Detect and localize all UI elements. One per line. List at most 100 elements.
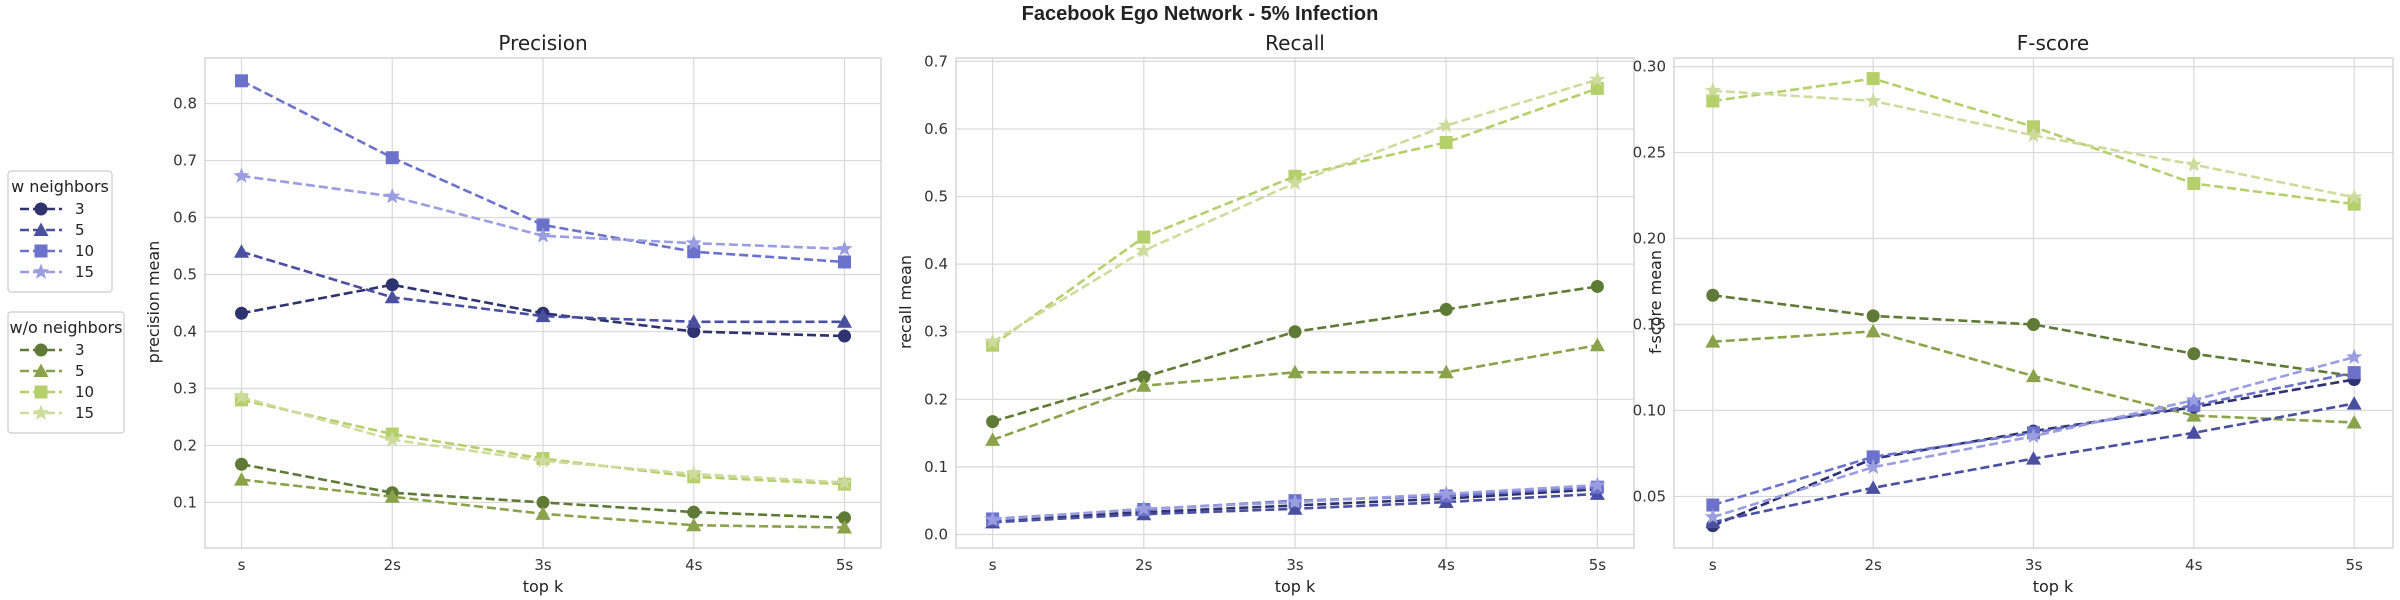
legend-marker-square [34, 385, 48, 399]
fscore-ylabel: f-score mean [1646, 250, 1665, 354]
fscore-data-point [2187, 177, 2201, 191]
legend-entry-label: 15 [75, 263, 94, 281]
recall-data-point [1589, 476, 1606, 493]
fscore-data-point [2185, 156, 2202, 172]
fscore-series-line [1712, 378, 2355, 527]
fscore-data-point [1866, 309, 1880, 323]
precision-data-point [686, 517, 702, 532]
legend-entry: 5 [20, 221, 85, 239]
legend-marker-triangle [33, 363, 49, 377]
legend-entry-label: 3 [75, 200, 85, 218]
precision-xtick-label: 3s [534, 556, 552, 574]
fscore-data-point [2025, 126, 2042, 143]
precision-series-line [240, 79, 845, 264]
recall-ytick-label: 0.2 [924, 390, 948, 408]
precision-ytick-label: 0.5 [173, 266, 197, 284]
legend-entry-label: 10 [75, 383, 94, 401]
precision-xtick-label: s [238, 556, 246, 574]
fscore-data-point [2185, 391, 2202, 408]
precision-ytick-label: 0.1 [173, 493, 197, 511]
precision-data-point [384, 289, 400, 304]
fscore-ytick-label: 0.20 [1633, 230, 1666, 248]
fscore-series-without-15 [1704, 82, 2363, 205]
precision-ylabel: precision mean [144, 241, 163, 364]
legend-entry: 5 [20, 362, 85, 380]
fscore-data-point [2346, 348, 2363, 365]
fscore-data-point [2346, 396, 2362, 410]
fscore-series-line [1712, 89, 2355, 199]
precision-data-point [837, 255, 851, 269]
fscore-plot-area: 0.05 0.10 0.15 0.20 0.25 0.30 s 2s 3s 4s 5s [1633, 57, 2394, 574]
recall-data-point [1287, 364, 1303, 379]
recall-data-point [1135, 500, 1152, 516]
precision-data-point [384, 489, 400, 503]
recall-data-point [1438, 364, 1454, 379]
fscore-data-point [2187, 347, 2201, 361]
recall-data-point [1439, 135, 1453, 149]
precision-xtick-label: 4s [685, 556, 703, 574]
legend-without-neighbors-box [7, 311, 125, 434]
precision-data-point [385, 278, 399, 292]
precision-data-point [687, 505, 701, 519]
precision-data-point [235, 457, 249, 471]
precision-data-point [687, 324, 701, 338]
precision-data-point [534, 227, 552, 243]
recall-data-point [1438, 485, 1455, 501]
recall-data-point [1137, 370, 1151, 384]
recall-title: Recall [1265, 31, 1325, 55]
recall-series-without-15 [984, 71, 1606, 349]
recall-ytick-label: 0.7 [924, 52, 948, 70]
recall-series-line [991, 87, 1598, 347]
recall-data-point [1439, 302, 1453, 316]
precision-series-with-5 [234, 244, 852, 328]
legend-entry-label: 3 [75, 341, 85, 359]
fscore-data-point [1865, 323, 1881, 338]
precision-series-line [241, 250, 845, 324]
legend-with-neighbors: w neighbors 3 5 10 15 [7, 170, 113, 293]
recall-data-point [1137, 230, 1151, 244]
precision-data-point [233, 167, 250, 183]
precision-plot-area: 0.1 0.2 0.3 0.4 0.5 0.6 0.7 0.8 s 2s 3s 4s 5s [173, 57, 882, 574]
precision-series-line [241, 395, 845, 484]
precision-data-point [536, 495, 550, 509]
recall-data-point [1286, 174, 1304, 190]
recall-data-point [1135, 242, 1152, 258]
precision-ytick-label: 0.4 [173, 322, 197, 340]
recall-data-point [1136, 378, 1152, 392]
fscore-data-point [2346, 414, 2362, 429]
recall-ytick-label: 0.4 [924, 255, 948, 273]
recall-data-point [986, 415, 1000, 429]
fscore-xtick-label: 3s [2025, 556, 2043, 574]
precision-data-point [233, 388, 250, 404]
precision-data-point [687, 245, 701, 259]
recall-series-without-3 [986, 279, 1604, 429]
recall-data-point [1590, 279, 1604, 293]
recall-ytick-label: 0.0 [924, 525, 948, 543]
legend-without-neighbors: w/o neighbors 3 5 10 15 [7, 311, 125, 434]
precision-data-point [384, 431, 401, 447]
precision-series-with-15 [233, 167, 853, 256]
recall-ytick-label: 0.5 [924, 188, 948, 206]
fscore-data-point [1704, 82, 1721, 98]
precision-data-point [235, 74, 249, 88]
precision-data-point [837, 329, 851, 343]
recall-ylabel: recall mean [896, 255, 915, 349]
recall-data-point [1286, 493, 1304, 509]
legend-with-neighbors-box [7, 170, 113, 293]
recall-data-point [984, 333, 1001, 349]
fscore-data-point [2027, 317, 2040, 331]
legend-entry-label: 10 [75, 242, 94, 260]
fscore-data-point [1865, 92, 1882, 108]
precision-data-point [836, 473, 853, 490]
legend-marker-square [34, 244, 48, 258]
legend-entry: 10 [20, 383, 94, 401]
fscore-series-without-5 [1705, 323, 2362, 429]
fscore-data-point [1865, 458, 1882, 475]
legend-with-neighbors-title: w neighbors [11, 177, 109, 196]
precision-data-point [686, 314, 702, 328]
precision-ytick-label: 0.8 [173, 95, 197, 113]
precision-ytick-label: 0.7 [173, 152, 197, 170]
precision-data-point [235, 306, 249, 320]
recall-axes-frame [955, 57, 1635, 549]
recall-xtick-label: 4s [1438, 556, 1456, 574]
